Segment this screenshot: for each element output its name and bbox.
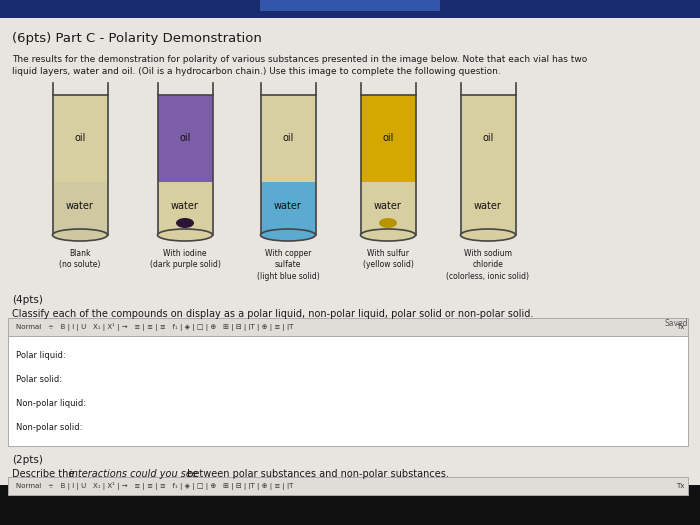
Text: Non-polar liquid:: Non-polar liquid: xyxy=(16,399,86,408)
Text: Normal   ÷   B | I | U   X₁ | X¹ | →   ≡ | ≡ | ≡   f₁ | ◈ | □ | ⊕   ⊞ | ⊟ | ǀT |: Normal ÷ B | I | U X₁ | X¹ | → ≡ | ≡ | ≡… xyxy=(16,323,293,331)
Text: Classify each of the compounds on display as a polar liquid, non-polar liquid, p: Classify each of the compounds on displa… xyxy=(12,309,533,319)
Ellipse shape xyxy=(260,229,316,241)
Bar xyxy=(158,95,213,235)
Ellipse shape xyxy=(461,229,515,241)
Text: oil: oil xyxy=(482,133,493,143)
Text: With sodium
chloride
(colorless, ionic solid): With sodium chloride (colorless, ionic s… xyxy=(447,249,529,281)
Text: oil: oil xyxy=(382,133,393,143)
Text: oil: oil xyxy=(74,133,85,143)
Bar xyxy=(461,95,515,235)
Text: water: water xyxy=(374,201,402,211)
Bar xyxy=(0,18,700,485)
Ellipse shape xyxy=(158,229,213,241)
Text: Blank
(no solute): Blank (no solute) xyxy=(60,249,101,269)
Bar xyxy=(0,0,700,18)
Text: oil: oil xyxy=(179,133,190,143)
Bar xyxy=(360,182,416,235)
Bar xyxy=(8,336,688,446)
Bar xyxy=(461,182,515,235)
Bar xyxy=(52,95,108,235)
Text: water: water xyxy=(171,201,199,211)
Bar xyxy=(52,182,108,235)
Bar xyxy=(8,477,688,495)
Text: Normal   ÷   B | I | U   X₁ | X¹ | →   ≡ | ≡ | ≡   f₁ | ◈ | □ | ⊕   ⊞ | ⊟ | ǀT |: Normal ÷ B | I | U X₁ | X¹ | → ≡ | ≡ | ≡… xyxy=(16,482,293,490)
Text: Tx: Tx xyxy=(676,324,684,330)
Text: The results for the demonstration for polarity of various substances presented i: The results for the demonstration for po… xyxy=(12,55,587,77)
Bar xyxy=(52,95,108,182)
Text: Non-polar solid:: Non-polar solid: xyxy=(16,423,83,432)
Text: Polar solid:: Polar solid: xyxy=(16,375,62,384)
Text: Describe the: Describe the xyxy=(12,469,78,479)
Ellipse shape xyxy=(52,229,108,241)
Text: (6pts) Part C - Polarity Demonstration: (6pts) Part C - Polarity Demonstration xyxy=(12,32,262,45)
Text: water: water xyxy=(274,201,302,211)
Ellipse shape xyxy=(379,218,397,228)
Bar xyxy=(158,95,213,182)
Text: (4pts): (4pts) xyxy=(12,295,43,305)
Bar xyxy=(260,182,316,235)
Bar xyxy=(260,0,440,11)
Text: With iodine
(dark purple solid): With iodine (dark purple solid) xyxy=(150,249,220,269)
Text: interactions could you see: interactions could you see xyxy=(69,469,198,479)
Text: (2pts): (2pts) xyxy=(12,455,43,465)
Text: water: water xyxy=(66,201,94,211)
Text: between polar substances and non-polar substances.: between polar substances and non-polar s… xyxy=(184,469,449,479)
Bar xyxy=(260,95,316,182)
Ellipse shape xyxy=(360,229,416,241)
Bar xyxy=(158,182,213,235)
Text: Polar liquid:: Polar liquid: xyxy=(16,351,66,360)
Text: Tx: Tx xyxy=(676,483,684,489)
Text: With sulfur
(yellow solid): With sulfur (yellow solid) xyxy=(363,249,414,269)
Bar xyxy=(260,95,316,235)
Ellipse shape xyxy=(176,218,194,228)
Bar xyxy=(360,95,416,182)
Text: water: water xyxy=(474,201,502,211)
Text: Saved: Saved xyxy=(664,319,688,328)
Text: With copper
sulfate
(light blue solid): With copper sulfate (light blue solid) xyxy=(257,249,319,281)
Bar xyxy=(461,95,515,182)
Bar xyxy=(8,318,688,336)
Bar xyxy=(0,485,700,525)
Text: oil: oil xyxy=(282,133,294,143)
Bar xyxy=(360,95,416,235)
